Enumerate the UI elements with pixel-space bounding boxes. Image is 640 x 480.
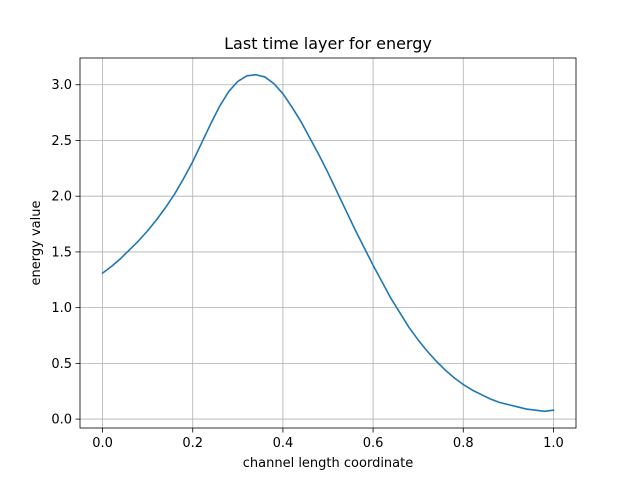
- x-tick-label: 0.8: [453, 436, 474, 451]
- x-tick-label: 1.0: [543, 436, 564, 451]
- y-axis-label: energy value: [29, 201, 44, 286]
- y-tick-label: 1.0: [51, 301, 72, 316]
- chart-title: Last time layer for energy: [224, 34, 432, 53]
- x-tick-label: 0.2: [182, 436, 203, 451]
- x-tick-label: 0.6: [363, 436, 384, 451]
- y-tick-label: 1.5: [51, 245, 72, 260]
- grid: [80, 58, 576, 428]
- y-tick-label: 0.0: [51, 413, 72, 428]
- y-tick-label: 0.5: [51, 357, 72, 372]
- x-tick-label: 0.4: [273, 436, 294, 451]
- y-tick-label: 2.5: [51, 134, 72, 149]
- plot-area-frame: [79, 57, 577, 429]
- x-tick-label: 0.0: [92, 436, 113, 451]
- series-line: [101, 73, 555, 413]
- y-tick-label: 3.0: [51, 78, 72, 93]
- y-tick-label: 2.0: [51, 190, 72, 205]
- axis-ticks: 0.0 0.2 0.4 0.6 0.8 1.0 0.0 0.5 1.0 1.5 2.0 2.5 3.0: [51, 78, 563, 451]
- series-layer: [101, 73, 555, 413]
- x-axis-label: channel length coordinate: [243, 456, 413, 471]
